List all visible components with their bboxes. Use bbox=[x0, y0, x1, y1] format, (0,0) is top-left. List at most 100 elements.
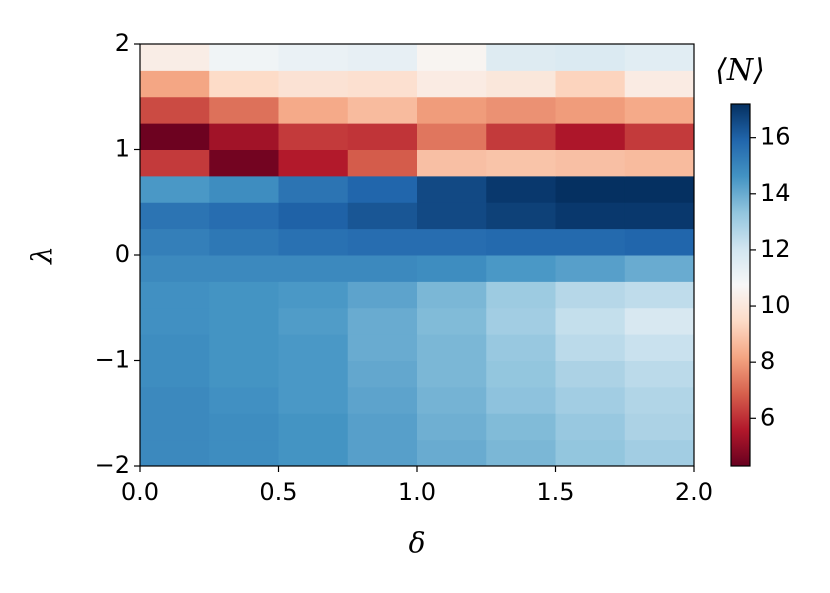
heatmap-cell bbox=[347, 255, 418, 282]
colorbar-tick-label: 12 bbox=[760, 235, 791, 263]
heatmap-cell bbox=[486, 202, 556, 230]
y-tick-label: −1 bbox=[95, 346, 130, 374]
heatmap-cell bbox=[555, 175, 626, 203]
heatmap-cell bbox=[486, 96, 556, 124]
heatmap-cell bbox=[624, 70, 695, 98]
heatmap-cell bbox=[624, 175, 695, 203]
heatmap-cell bbox=[555, 439, 626, 467]
heatmap-cell bbox=[278, 281, 349, 309]
heatmap-cell bbox=[486, 386, 556, 414]
heatmap-cell bbox=[555, 386, 626, 414]
colorbar-tick-label: 10 bbox=[760, 291, 791, 319]
x-tick-label: 1.0 bbox=[398, 478, 436, 506]
heatmap-cell bbox=[555, 70, 626, 98]
heatmap-cell bbox=[209, 413, 279, 441]
heatmap-cell bbox=[417, 413, 487, 441]
heatmap-cell bbox=[140, 386, 210, 414]
y-tick-label: 2 bbox=[115, 29, 130, 57]
heatmap-cell bbox=[624, 334, 695, 361]
colorbar-tick-label: 16 bbox=[760, 123, 791, 151]
heatmap-cell bbox=[278, 334, 349, 361]
y-tick-label: 1 bbox=[115, 135, 130, 163]
heatmap-cell bbox=[417, 439, 487, 467]
plot-frame bbox=[139, 43, 695, 467]
heatmap-cell bbox=[486, 123, 556, 150]
heatmap-cell bbox=[417, 228, 487, 256]
heatmap-cell bbox=[209, 386, 279, 414]
colorbar-label: ⟨N⟩ bbox=[715, 53, 765, 88]
heatmap-cell bbox=[624, 96, 695, 124]
heatmap-cell bbox=[555, 255, 626, 282]
heatmap-cell bbox=[209, 96, 279, 124]
heatmap-cell bbox=[140, 96, 210, 124]
heatmap-cell bbox=[555, 228, 626, 256]
heatmap-cell bbox=[417, 70, 487, 98]
heatmap-cell bbox=[486, 281, 556, 309]
heatmap-cell bbox=[417, 149, 487, 177]
heatmap-cell bbox=[278, 149, 349, 177]
x-axis-label: δ bbox=[409, 527, 426, 560]
heatmap-cell bbox=[486, 70, 556, 98]
heatmap-cell bbox=[555, 281, 626, 309]
heatmap-cell bbox=[486, 360, 556, 388]
heatmap-cell bbox=[486, 44, 556, 71]
heatmap-cell bbox=[278, 360, 349, 388]
heatmap-cell bbox=[209, 334, 279, 361]
heatmap-cell bbox=[347, 413, 418, 441]
heatmap-cell bbox=[209, 360, 279, 388]
heatmap-cell bbox=[555, 360, 626, 388]
heatmap-cell bbox=[347, 202, 418, 230]
heatmap-cell bbox=[555, 96, 626, 124]
heatmap-cell bbox=[347, 149, 418, 177]
heatmap-cell bbox=[486, 413, 556, 441]
heatmap-cell bbox=[417, 96, 487, 124]
heatmap-cell bbox=[140, 360, 210, 388]
heatmap-cell bbox=[486, 439, 556, 467]
heatmap-cell bbox=[417, 334, 487, 361]
heatmap-cell bbox=[140, 70, 210, 98]
x-tick-label: 0.5 bbox=[259, 478, 297, 506]
heatmap-cell bbox=[624, 44, 695, 71]
heatmap-cell bbox=[624, 123, 695, 150]
heatmap-cell bbox=[140, 123, 210, 150]
heatmap-cell bbox=[209, 70, 279, 98]
heatmap-cell bbox=[209, 202, 279, 230]
heatmap-cell bbox=[278, 228, 349, 256]
heatmap-cell bbox=[278, 96, 349, 124]
heatmap-cell bbox=[278, 70, 349, 98]
x-tick-label: 0.0 bbox=[121, 478, 159, 506]
heatmap-cell bbox=[417, 360, 487, 388]
heatmap-cell bbox=[209, 123, 279, 150]
heatmap-cell bbox=[140, 202, 210, 230]
heatmap-cell bbox=[555, 202, 626, 230]
colorbar bbox=[730, 103, 751, 467]
heatmap-cell bbox=[624, 360, 695, 388]
heatmap-cell bbox=[347, 281, 418, 309]
heatmap-cell bbox=[278, 175, 349, 203]
heatmap-cell bbox=[347, 386, 418, 414]
heatmap-cell bbox=[347, 334, 418, 361]
heatmap-cell bbox=[140, 175, 210, 203]
heatmap-cell bbox=[417, 44, 487, 71]
heatmap-cell bbox=[347, 439, 418, 467]
heatmap-cell bbox=[209, 44, 279, 71]
heatmap-cell bbox=[140, 307, 210, 335]
heatmap-cell bbox=[486, 149, 556, 177]
heatmap-cell bbox=[624, 386, 695, 414]
heatmap-cell bbox=[209, 255, 279, 282]
heatmap-cell bbox=[278, 255, 349, 282]
heatmap-cell bbox=[624, 439, 695, 467]
heatmap-cell bbox=[555, 149, 626, 177]
heatmap-cell bbox=[209, 149, 279, 177]
y-tick-label: −2 bbox=[95, 451, 130, 479]
heatmap-cell bbox=[140, 439, 210, 467]
x-tick-label: 1.5 bbox=[536, 478, 574, 506]
heatmap-cell bbox=[347, 307, 418, 335]
heatmap-cell bbox=[624, 255, 695, 282]
heatmap-cell bbox=[140, 149, 210, 177]
heatmap-cell bbox=[278, 439, 349, 467]
heatmap-cell bbox=[624, 149, 695, 177]
heatmap-cell bbox=[209, 175, 279, 203]
heatmap-cell bbox=[278, 307, 349, 335]
y-axis-label: λ bbox=[26, 246, 59, 265]
